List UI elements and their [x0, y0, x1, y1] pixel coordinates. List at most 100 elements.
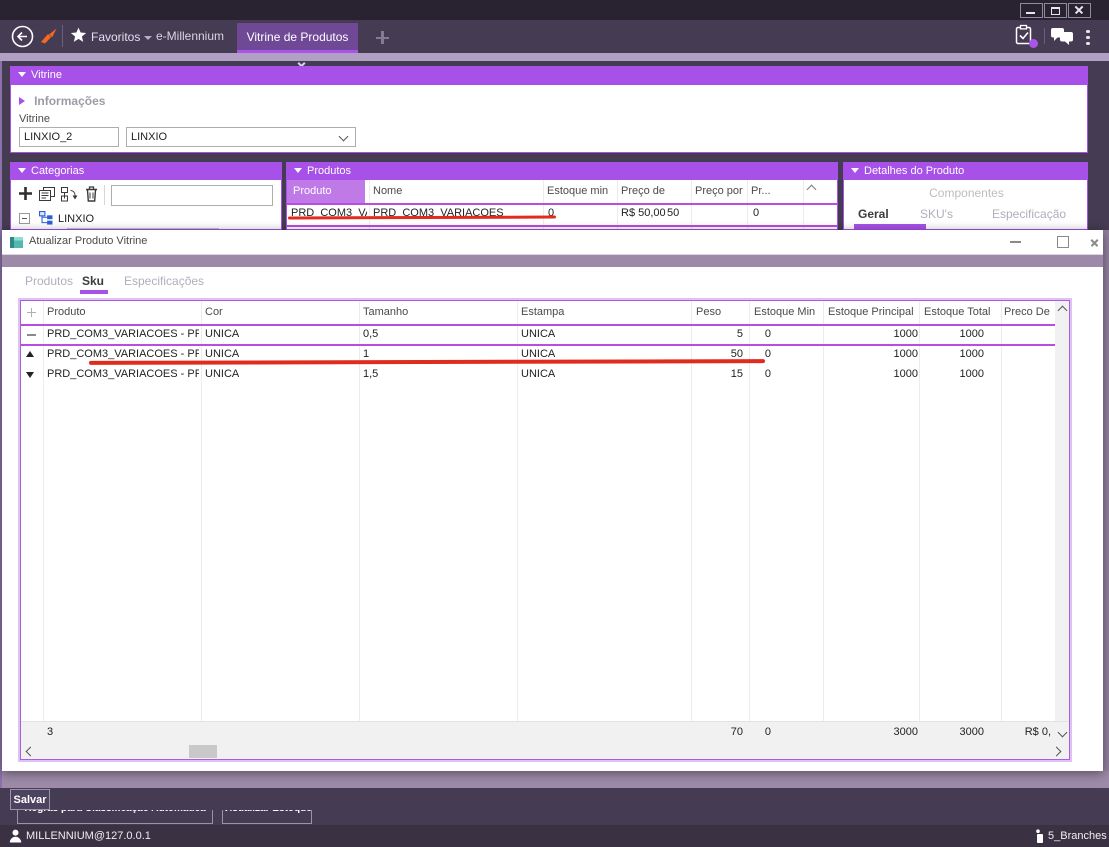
produtos-table-row[interactable]: PRD_COM3_VARIA PRD_COM3_VARIACOES 0 R$ 5…: [291, 207, 760, 219]
favorites-caret-icon[interactable]: [144, 36, 152, 40]
tasks-clipboard-icon[interactable]: [1014, 24, 1034, 49]
linx-logo-icon[interactable]: [38, 26, 58, 49]
visualizar-estoque-button[interactable]: Visualizar Estoque: [222, 810, 312, 824]
category-search-input[interactable]: [111, 185, 273, 206]
column-header-preco-de[interactable]: Preco De: [1004, 306, 1050, 318]
scroll-down-icon[interactable]: [1057, 727, 1068, 738]
column-header-estoque-principal[interactable]: Estoque Principal: [828, 306, 914, 318]
dialog-tab-produtos[interactable]: Produtos: [25, 274, 74, 288]
tab-e-millennium[interactable]: e-Millennium: [150, 22, 254, 51]
back-arrow-icon: [11, 25, 34, 48]
dialog-maximize-icon[interactable]: [1057, 236, 1069, 248]
column-header-peso[interactable]: Peso: [696, 306, 722, 318]
salvar-button[interactable]: Salvar: [10, 789, 50, 810]
summary-peso: 70: [730, 726, 743, 738]
informacoes-section-toggle[interactable]: Informações: [19, 94, 105, 108]
collapse-icon: [294, 168, 302, 173]
sku-table: Produto Cor Tamanho Estampa Peso Estoque…: [20, 300, 1070, 760]
move-category-button[interactable]: [61, 187, 78, 205]
scroll-up-icon[interactable]: [806, 184, 817, 196]
column-header-estoque-min[interactable]: Estoque Min: [754, 306, 816, 318]
column-header-preco-de[interactable]: Preço de: [621, 185, 666, 197]
tab-geral[interactable]: Geral: [858, 207, 889, 221]
row-collapse-icon[interactable]: [27, 334, 36, 336]
column-header-estoque-min[interactable]: Estoque min: [547, 185, 609, 197]
column-header-estoque-total[interactable]: Estoque Total: [924, 306, 991, 318]
sku-table-row[interactable]: PRD_COM3_VARIACOES - PRD_CO... UNICA 0,5…: [21, 326, 1055, 344]
tab-especificacao[interactable]: Especificação: [992, 207, 1067, 221]
new-tab-icon[interactable]: [376, 31, 389, 44]
toolbar-divider: [104, 185, 105, 205]
toolbar-bottom-strip: [0, 53, 1109, 61]
vitrine-select[interactable]: LINXIO: [126, 127, 356, 147]
window-close-button[interactable]: [1068, 3, 1091, 18]
favorites-star-icon[interactable]: [70, 27, 87, 46]
column-header-cor[interactable]: Cor: [205, 306, 223, 318]
column-header-pr[interactable]: Pr...: [751, 185, 771, 197]
overflow-menu-icon[interactable]: [1084, 27, 1092, 48]
dialog-bottom-strip: [2, 771, 1109, 788]
tree-expander-icon[interactable]: [19, 213, 30, 224]
dialog-tab-sku[interactable]: Sku: [82, 274, 105, 288]
scrollbar-thumb[interactable]: [189, 745, 217, 758]
detalhes-panel-body: Componentes Geral SKU's Especificação: [843, 180, 1088, 230]
column-header-tamanho[interactable]: Tamanho: [363, 306, 409, 318]
tab-skus[interactable]: SKU's: [920, 207, 953, 221]
dialog-titlebar[interactable]: Atualizar Produto Vitrine: [2, 230, 1103, 255]
sku-table-row[interactable]: PRD_COM3_VARIACOES - PRD_CO... UNICA 1 U…: [21, 346, 1055, 364]
copy-categories-button[interactable]: [39, 187, 55, 204]
dialog-close-icon[interactable]: [1090, 238, 1099, 247]
connection-label: MILLENNIUM@127.0.0.1: [26, 830, 151, 842]
delete-category-button[interactable]: [85, 186, 98, 205]
vitrine-field-label: Vitrine: [19, 113, 50, 125]
dialog-minimize-icon[interactable]: [1010, 241, 1021, 243]
horizontal-scrollbar[interactable]: [21, 744, 1069, 759]
column-header-nome[interactable]: Nome: [373, 185, 403, 197]
row-selection-border: [287, 203, 837, 205]
column-header-produto[interactable]: Produto: [287, 180, 365, 203]
add-category-button[interactable]: [19, 187, 32, 200]
categorias-panel-header[interactable]: Categorias: [10, 162, 282, 180]
active-tab-underline: [854, 224, 926, 229]
vitrine-code-input[interactable]: LINXIO_2: [19, 127, 119, 147]
column-header-produto[interactable]: Produto: [47, 306, 86, 318]
row-selection-border: [287, 225, 837, 227]
sku-table-row[interactable]: PRD_COM3_VARIACOES - PRD_CO... UNICA 1,5…: [21, 366, 1055, 384]
user-icon: [9, 829, 22, 846]
row-down-icon[interactable]: [26, 372, 34, 378]
branch-label[interactable]: 5_Branches: [1048, 830, 1107, 842]
vertical-scrollbar[interactable]: [1055, 301, 1069, 721]
dialog-app-icon: [10, 237, 23, 251]
window-minimize-button[interactable]: [1020, 3, 1043, 18]
main-toolbar: [0, 20, 1109, 53]
back-button[interactable]: [11, 25, 34, 51]
tree-child-node[interactable]: [67, 228, 219, 229]
vitrine-panel-header[interactable]: Vitrine: [10, 66, 1088, 85]
collapse-icon: [851, 168, 859, 173]
red-annotation-line: [88, 359, 766, 365]
column-header-estampa[interactable]: Estampa: [521, 306, 565, 318]
dialog-tab-especificacoes[interactable]: Especificações: [124, 274, 205, 288]
row-up-icon[interactable]: [26, 351, 34, 357]
chat-icon[interactable]: [1050, 27, 1075, 49]
regras-classificacao-button[interactable]: Regras para Classificação Automática: [17, 810, 213, 824]
collapse-icon: [18, 72, 26, 77]
tab-vitrine-de-produtos[interactable]: Vitrine de Produtos: [237, 23, 358, 52]
tree-node-label[interactable]: LINXIO: [58, 213, 95, 225]
vitrine-panel-body: Informações Vitrine LINXIO_2 LINXIO: [10, 85, 1088, 153]
produtos-panel-header[interactable]: Produtos: [286, 162, 838, 180]
detalhes-panel-header[interactable]: Detalhes do Produto: [843, 162, 1088, 180]
toolbar-divider: [1044, 28, 1045, 44]
column-header-preco-por[interactable]: Preço por: [695, 185, 743, 197]
scroll-left-icon[interactable]: [25, 746, 36, 757]
collapse-icon: [18, 168, 26, 173]
favorites-label[interactable]: Favoritos: [91, 30, 141, 44]
sku-table-header-row: Produto Cor Tamanho Estampa Peso Estoque…: [21, 301, 1055, 324]
componentes-label: Componentes: [929, 186, 1004, 200]
window-maximize-button[interactable]: [1044, 3, 1067, 18]
scroll-up-icon[interactable]: [1057, 305, 1068, 316]
summary-estoque-total: 3000: [959, 726, 984, 738]
summary-preco-de: R$ 0,: [1024, 726, 1051, 738]
scroll-right-icon[interactable]: [1051, 746, 1062, 757]
active-tab-underline: [80, 290, 108, 294]
